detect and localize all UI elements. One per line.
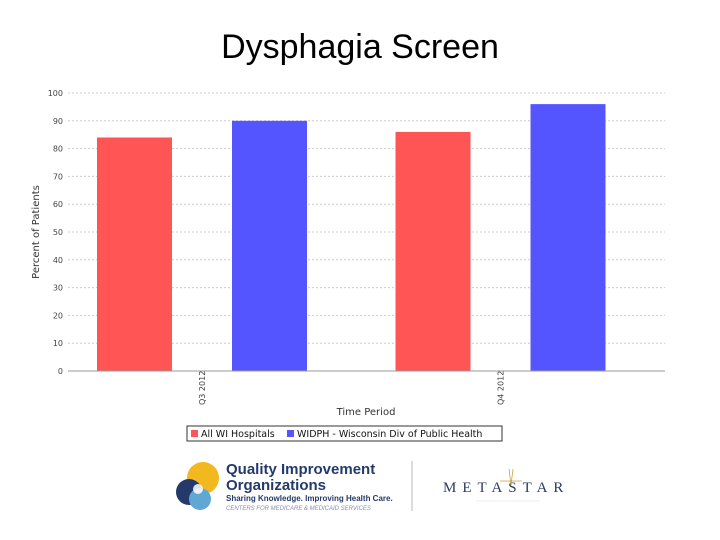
legend-swatch-widph (287, 430, 294, 437)
y-tick-labels: 0 10 20 30 40 50 60 70 80 90 100 (48, 89, 63, 376)
qio-sub: CENTERS FOR MEDICARE & MEDICAID SERVICES (226, 506, 371, 512)
x-tick-label: Q3 2012 (198, 371, 207, 405)
metastar-name: METASTAR (443, 480, 569, 496)
qio-tagline: Sharing Knowledge. Improving Health Care… (226, 494, 393, 503)
y-tick-label: 40 (53, 256, 63, 265)
y-tick-label: 90 (53, 117, 63, 126)
legend-swatch-all-wi (191, 430, 198, 437)
bar-1-1 (530, 104, 606, 372)
bar-0-0 (97, 137, 172, 371)
y-tick-label: 0 (58, 367, 63, 376)
chart-legend: All WI Hospitals WIDPH - Wisconsin Div o… (186, 425, 503, 442)
y-tick-label: 100 (48, 89, 63, 98)
qio-logo: Quality Improvement Organizations Sharin… (176, 461, 393, 512)
y-tick-label: 60 (53, 200, 63, 209)
y-tick-label: 10 (53, 339, 63, 348)
legend-label-all-wi: All WI Hospitals (201, 429, 275, 440)
chart-bars (97, 104, 606, 372)
legend-box (186, 425, 503, 442)
x-axis-title: Time Period (336, 407, 396, 418)
bar-chart: 0 10 20 30 40 50 60 70 80 90 100 Q3 2012 Q4 2012 Ti… (31, 89, 665, 442)
legend-label-widph: WIDPH - Wisconsin Div of Public Health (297, 429, 482, 440)
bar-1-0 (395, 131, 471, 371)
x-tick-labels: Q3 2012 Q4 2012 (198, 371, 506, 405)
y-tick-label: 20 (53, 311, 63, 320)
qio-line2: Organizations (226, 477, 326, 494)
footer-logos: Quality Improvement Organizations Sharin… (176, 461, 569, 512)
metastar-logo: METASTAR (443, 468, 569, 502)
qio-circle-white (193, 484, 203, 494)
y-axis-title: Percent of Patients (31, 185, 42, 279)
slide-title: Dysphagia Screen (221, 28, 499, 66)
x-tick-label: Q4 2012 (497, 371, 506, 405)
metastar-star-icon (500, 468, 522, 486)
y-tick-label: 50 (53, 228, 63, 237)
qio-circle-blue (189, 488, 211, 510)
y-tick-label: 80 (53, 145, 63, 154)
bar-0-1 (232, 120, 307, 371)
y-tick-label: 70 (53, 172, 63, 181)
qio-line1: Quality Improvement (226, 461, 375, 478)
y-tick-label: 30 (53, 284, 63, 293)
